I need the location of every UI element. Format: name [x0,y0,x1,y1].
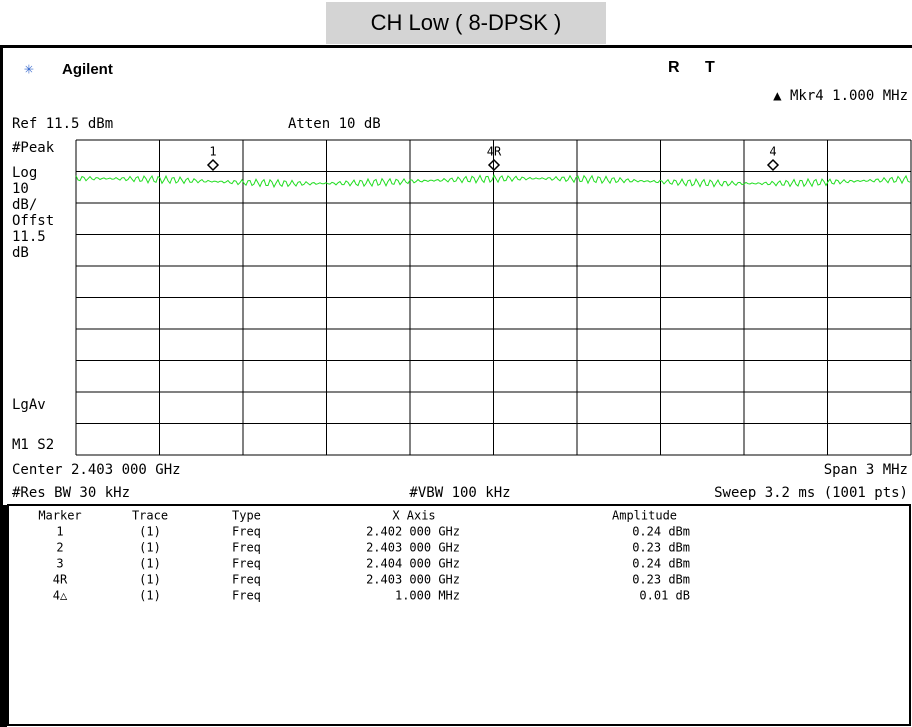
table-cell: 0.23 dBm [632,573,690,587]
marker-label: 4 [769,145,776,159]
frame-left [0,45,3,727]
table-cell: Freq [232,573,261,587]
table-cell: (1) [139,573,161,587]
side-label: dB/ [12,197,37,213]
vbw: #VBW 100 kHz [409,485,510,501]
table-cell: 2.403 000 GHz [366,573,460,587]
table-cell: 0.23 dBm [632,541,690,555]
table-cell: 0.01 dB [639,589,690,603]
side-label: dB [12,245,29,261]
table-cell: 2 [56,541,63,555]
table-cell: 1.000 MHz [395,589,460,603]
marker-diamond [206,158,220,172]
table-cell: 4△ [53,589,68,603]
side-label: M1 S2 [12,437,54,453]
center-freq: Center 2.403 000 GHz [12,462,181,478]
table-edge [3,505,7,727]
side-label: 10 [12,181,29,197]
table-cell: 2.403 000 GHz [366,541,460,555]
sweep: Sweep 3.2 ms (1001 pts) [714,485,908,501]
table-cell: (1) [139,557,161,571]
frame-top [0,45,912,48]
column-header: Trace [132,509,168,523]
column-header: Type [232,509,261,523]
atten: Atten 10 dB [288,116,381,132]
table-cell: Freq [232,557,261,571]
marker-label: 4R [487,145,502,159]
status: T [705,59,715,76]
title: CH Low ( 8-DPSK ) [371,10,562,35]
table-cell: 2.402 000 GHz [366,525,460,539]
table-cell: (1) [139,525,161,539]
table-cell: Freq [232,525,261,539]
table-cell: 4R [53,573,68,587]
column-header: Amplitude [612,509,677,523]
marker-diamond [766,158,780,172]
ref-level: Ref 11.5 dBm [12,116,113,132]
graticule [75,139,912,456]
table-frame [7,504,911,726]
side-label: LgAv [12,397,46,413]
marker-diamond [487,158,501,172]
table-cell: 3 [56,557,63,571]
marker-readout: ▲ Mkr4 1.000 MHz [773,88,908,104]
side-label: Log [12,165,37,181]
brand: Agilent [62,61,113,78]
table-cell: (1) [139,541,161,555]
table-cell: Freq [232,589,261,603]
status: R [668,59,680,76]
side-label: 11.5 [12,229,46,245]
column-header: X Axis [392,509,435,523]
brand-logo: ✳ [24,59,34,78]
title-box [326,2,606,44]
table-cell: Freq [232,541,261,555]
table-cell: 1 [56,525,63,539]
column-header: Marker [38,509,81,523]
table-cell: 0.24 dBm [632,557,690,571]
marker-label: 1 [209,145,216,159]
table-cell: 0.24 dBm [632,525,690,539]
table-cell: (1) [139,589,161,603]
side-label: Offst [12,213,54,229]
trace [75,174,911,189]
table-cell: 2.404 000 GHz [366,557,460,571]
rbw: #Res BW 30 kHz [12,485,130,501]
side-label: #Peak [12,140,55,156]
span: Span 3 MHz [824,462,908,478]
